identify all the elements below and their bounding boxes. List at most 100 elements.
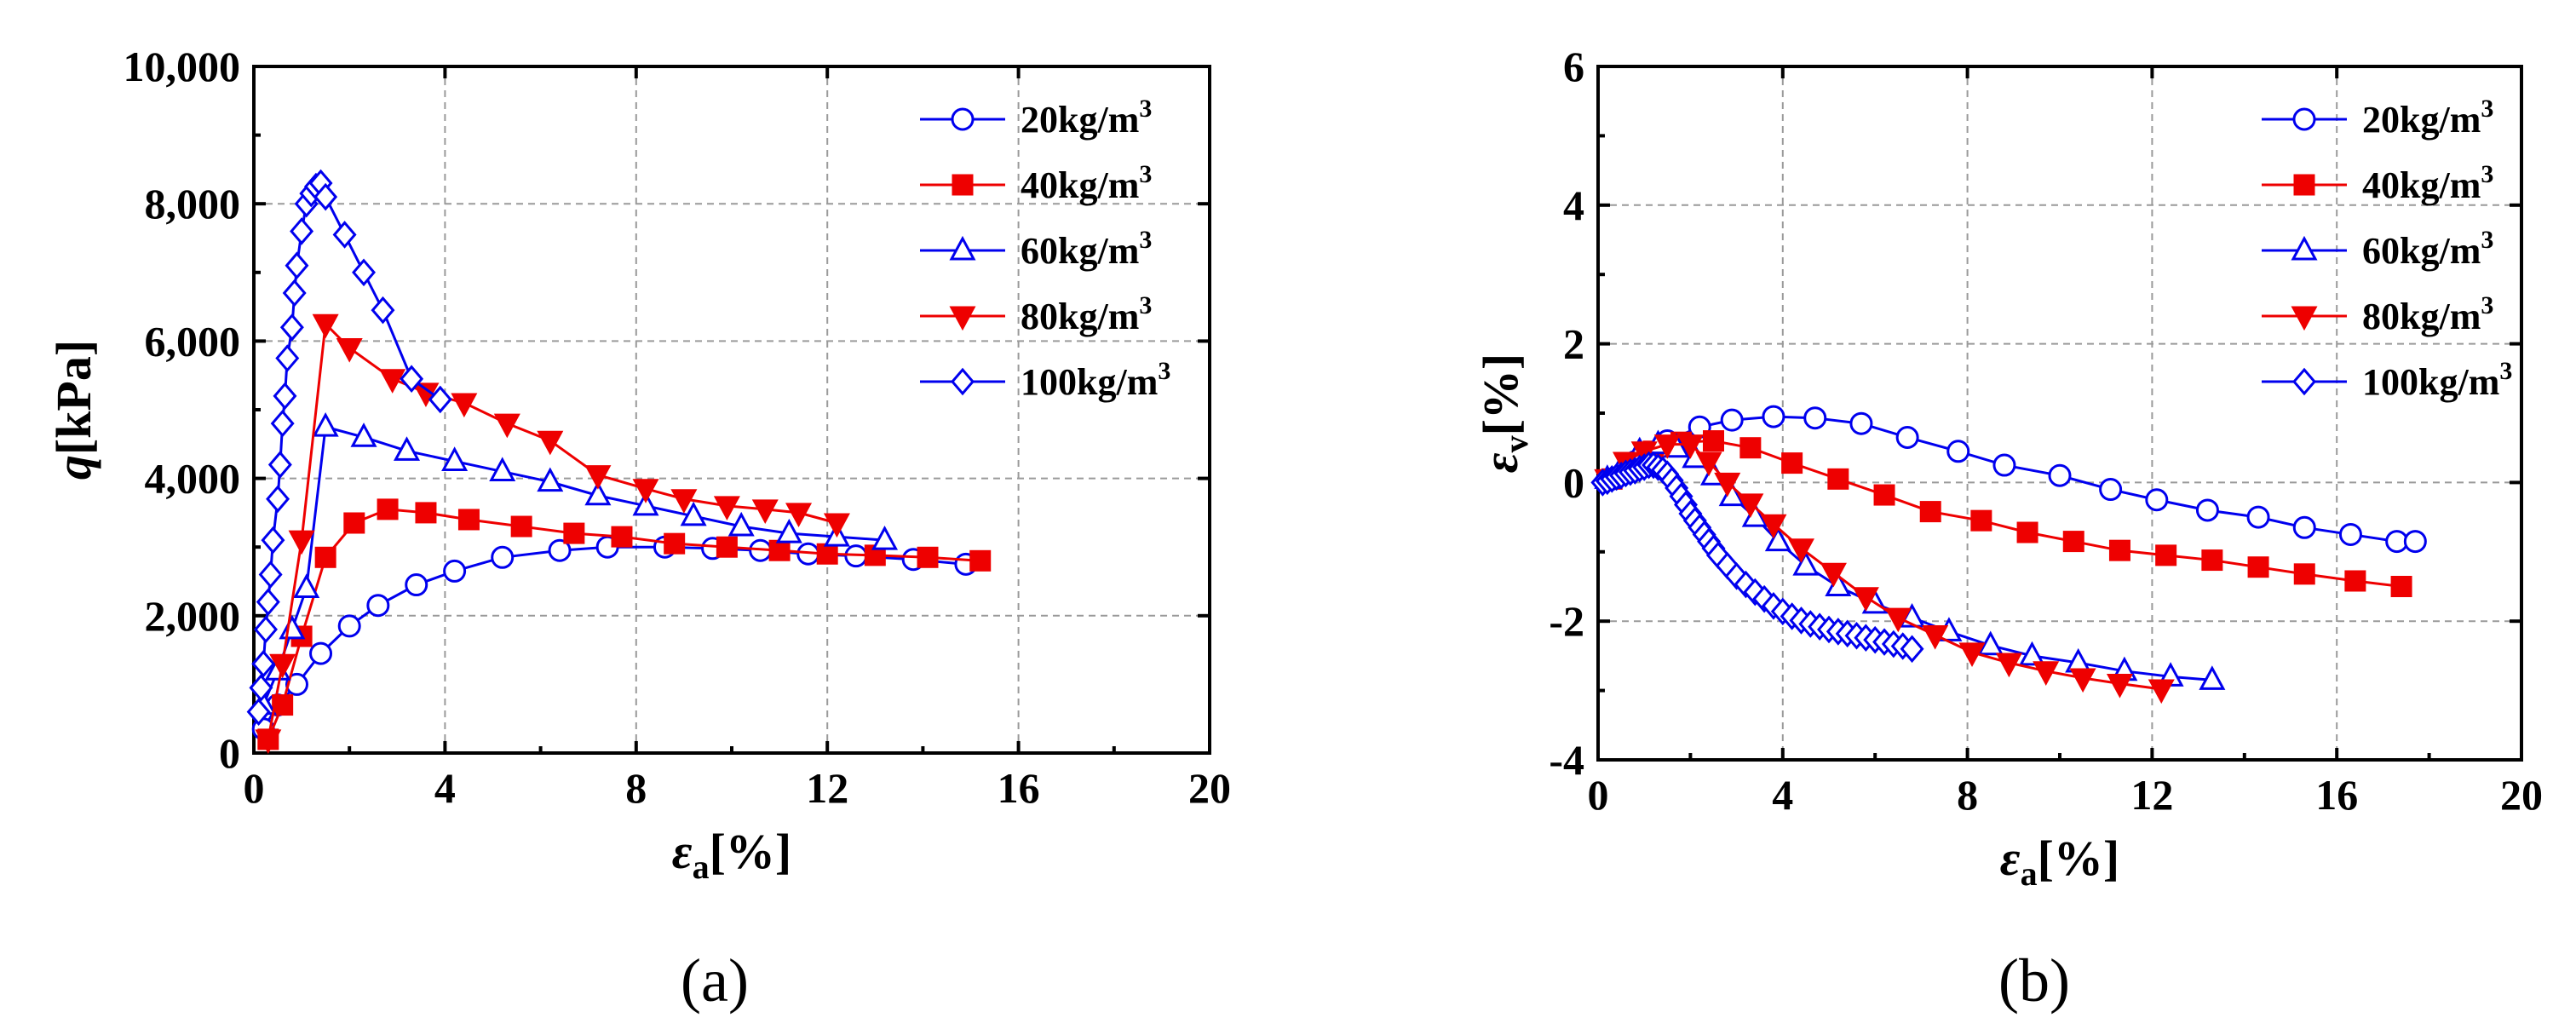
data-point bbox=[2246, 505, 2270, 529]
data-point bbox=[377, 498, 399, 520]
data-point bbox=[2344, 570, 2366, 592]
data-point bbox=[1919, 501, 1941, 523]
x-tick-label: 4 bbox=[1772, 771, 1793, 819]
data-point bbox=[394, 436, 421, 461]
legend-entry: 20kg/m3 bbox=[920, 95, 1152, 141]
data-point bbox=[441, 446, 469, 471]
data-point bbox=[1760, 514, 1787, 539]
y-axis-label: q[kPa] bbox=[46, 340, 101, 480]
data-point bbox=[563, 522, 585, 544]
data-point bbox=[1970, 509, 1992, 532]
data-point bbox=[246, 698, 271, 726]
data-point bbox=[1653, 434, 1681, 459]
data-point bbox=[751, 499, 779, 525]
data-point bbox=[313, 182, 338, 211]
panel-a-q-vs-axial-strain: 0 4 8 12 16 20 0 2,000 4,000 6,000 8,000 10,000 εa[%… bbox=[46, 43, 1231, 1015]
x-tick-label: 20 bbox=[1188, 764, 1231, 812]
data-point bbox=[1737, 493, 1764, 518]
y-tick-label: -4 bbox=[1549, 736, 1584, 784]
x-tick-label: 4 bbox=[434, 764, 456, 812]
data-point bbox=[2390, 576, 2412, 597]
data-point bbox=[1714, 472, 1741, 497]
data-point bbox=[267, 451, 292, 479]
y-tick-label: 6,000 bbox=[145, 317, 241, 365]
data-point bbox=[823, 513, 850, 538]
legend-label: 60kg/m3 bbox=[1021, 226, 1152, 272]
data-point bbox=[457, 509, 480, 531]
data-point bbox=[584, 480, 612, 506]
data-point bbox=[1739, 437, 1762, 459]
series-80kg-m3 bbox=[1594, 434, 2175, 704]
data-point bbox=[350, 423, 377, 447]
panel-b-volumetric-strain: 0 4 8 12 16 20 -4 -2 0 2 4 6 εa[%] εv[%] 20kg/m3 40kg/m… bbox=[1473, 43, 2543, 1015]
legend-marker bbox=[2292, 367, 2316, 396]
legend-entry: 100kg/m3 bbox=[2262, 357, 2512, 403]
legend-entry: 20kg/m3 bbox=[2262, 95, 2493, 141]
data-point bbox=[1922, 624, 1949, 650]
data-point bbox=[270, 409, 295, 438]
data-point bbox=[2048, 463, 2072, 487]
legend-marker bbox=[949, 306, 976, 331]
data-point bbox=[254, 615, 279, 644]
series-60kg-m3 bbox=[250, 412, 899, 716]
data-point bbox=[428, 385, 452, 414]
data-point bbox=[584, 465, 612, 490]
data-point bbox=[816, 543, 838, 565]
data-point bbox=[2155, 544, 2177, 566]
data-point bbox=[1703, 430, 1724, 452]
data-point bbox=[727, 511, 755, 537]
data-point bbox=[1724, 561, 1749, 590]
data-point bbox=[1895, 425, 1919, 449]
data-point bbox=[249, 674, 273, 702]
legend-marker bbox=[952, 174, 974, 196]
data-point bbox=[1995, 653, 2022, 678]
legend-entry: 100kg/m3 bbox=[920, 357, 1170, 403]
x-tick-label: 0 bbox=[1588, 771, 1609, 819]
data-point bbox=[2016, 521, 2038, 543]
y-tick-label: 0 bbox=[1563, 458, 1584, 506]
data-point bbox=[1852, 587, 1879, 612]
y-tick-label: 4 bbox=[1563, 181, 1584, 229]
y-tick-label: 2,000 bbox=[145, 592, 241, 640]
y-tick-label: 0 bbox=[219, 729, 240, 777]
data-point bbox=[261, 526, 285, 555]
x-tick-label: 0 bbox=[244, 764, 265, 812]
series-20kg-m3 bbox=[251, 535, 978, 741]
y-tick-label: 8,000 bbox=[145, 180, 241, 227]
data-point bbox=[312, 313, 339, 339]
data-point bbox=[1849, 411, 1873, 435]
y-tick-label: 6 bbox=[1563, 43, 1584, 90]
y-tick-label: 2 bbox=[1563, 320, 1584, 368]
data-point bbox=[2108, 539, 2130, 561]
data-point bbox=[405, 573, 428, 597]
data-point bbox=[664, 532, 686, 555]
data-point bbox=[251, 649, 276, 678]
series-100kg-m3 bbox=[246, 169, 452, 726]
data-point bbox=[713, 496, 740, 520]
data-point bbox=[282, 279, 307, 308]
data-point bbox=[2293, 563, 2315, 585]
data-point bbox=[510, 515, 532, 538]
data-point bbox=[768, 539, 791, 561]
legend-entry: 40kg/m3 bbox=[920, 160, 1152, 206]
data-point bbox=[537, 467, 564, 492]
data-point bbox=[2062, 531, 2084, 553]
data-point bbox=[2247, 556, 2269, 578]
panel-label: (b) bbox=[1998, 946, 2070, 1015]
data-point bbox=[269, 653, 296, 679]
data-point bbox=[285, 251, 309, 280]
data-point bbox=[670, 489, 698, 514]
y-tick-label: 10,000 bbox=[124, 43, 241, 90]
data-point bbox=[1946, 440, 1970, 463]
data-point bbox=[680, 501, 707, 526]
legend-entry: 80kg/m3 bbox=[2262, 291, 2493, 337]
data-point bbox=[2106, 673, 2133, 699]
legend-marker bbox=[951, 367, 975, 396]
data-point bbox=[493, 413, 520, 439]
data-point bbox=[871, 525, 899, 550]
data-point bbox=[1764, 526, 1791, 552]
data-point bbox=[2195, 498, 2219, 522]
legend-entry: 40kg/m3 bbox=[2262, 160, 2493, 206]
data-point bbox=[451, 393, 478, 418]
